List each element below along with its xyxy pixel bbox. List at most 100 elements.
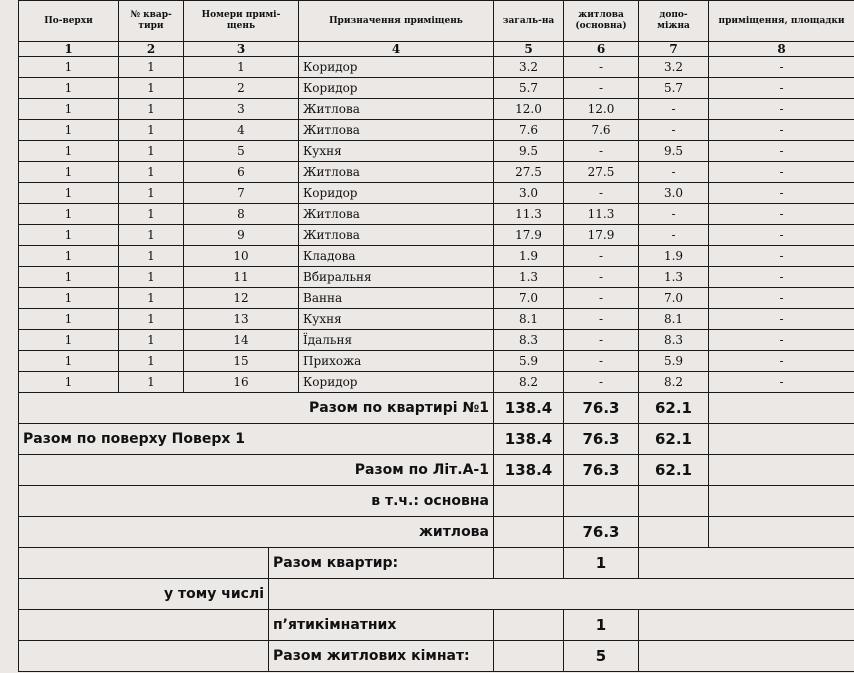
- apartment-cell: 1: [118, 266, 184, 288]
- total-area-cell: 7.0: [493, 287, 564, 309]
- total-area-cell: 17.9: [493, 224, 564, 246]
- column-header: № квар-тири: [118, 0, 184, 42]
- apartment-cell: 1: [118, 140, 184, 162]
- table-row: 1 1 8 Житлова 11.3 11.3- -: [18, 203, 854, 225]
- living-area-cell: -: [563, 56, 639, 78]
- room-number-cell: 8: [183, 203, 299, 225]
- total-area-cell: 8.3: [493, 329, 564, 351]
- floor-cell: 1: [18, 329, 119, 351]
- blank-cell: [493, 640, 564, 672]
- other-area-cell: -: [708, 161, 854, 183]
- room-purpose-cell: Коридор: [298, 371, 494, 393]
- room-number-cell: 3: [183, 98, 299, 120]
- floor-cell: 1: [18, 371, 119, 393]
- apartment-cell: 1: [118, 203, 184, 225]
- table-row: 1 1 11 Вбиральня 1.3-1.3-: [18, 266, 854, 288]
- summary-label: п’ятикімнатних: [268, 609, 494, 641]
- auxiliary-area-cell: 8.3: [638, 329, 709, 351]
- auxiliary-area-cell: -: [638, 161, 709, 183]
- other-area-cell: -: [708, 77, 854, 99]
- column-header: Призначення приміщень: [298, 0, 494, 42]
- table-row: 1 1 14 Їдальня 8.3-8.3-: [18, 329, 854, 351]
- room-number-cell: 11: [183, 266, 299, 288]
- column-header: Номери примі-щень: [183, 0, 299, 42]
- auxiliary-area-cell: 5.9: [638, 350, 709, 372]
- floor-cell: 1: [18, 350, 119, 372]
- table-row: 1 1 12 Ванна 7.0-7.0-: [18, 287, 854, 309]
- other-area-cell: -: [708, 203, 854, 225]
- room-number-cell: 7: [183, 182, 299, 204]
- total-area-cell: 3.0: [493, 182, 564, 204]
- auxiliary-area-value: 62.1: [638, 423, 709, 455]
- summary-label: Разом житлових кімнат:: [268, 640, 494, 672]
- living-area-cell: 17.9: [563, 224, 639, 246]
- room-number-cell: 6: [183, 161, 299, 183]
- living-area-value: 76.3: [563, 392, 639, 424]
- total-area-cell: 11.3: [493, 203, 564, 225]
- total-area-cell: 3.2: [493, 56, 564, 78]
- column-header: По-верхи: [18, 0, 119, 42]
- apartment-cell: 1: [118, 119, 184, 141]
- table-row: 1 1 5 Кухня 9.5-9.5-: [18, 140, 854, 162]
- room-purpose-cell: Коридор: [298, 182, 494, 204]
- living-area-cell: -: [563, 350, 639, 372]
- other-area-cell: -: [708, 329, 854, 351]
- floor-cell: 1: [18, 182, 119, 204]
- including-row: у тому числі: [18, 578, 854, 610]
- total-area-value: 138.4: [493, 392, 564, 424]
- floor-cell: 1: [18, 98, 119, 120]
- blank-cell: [708, 485, 854, 517]
- summary-label: Разом квартир:: [268, 547, 494, 579]
- table-row: 1 1 3 Житлова 12.0 12.0- -: [18, 98, 854, 120]
- living-area-cell: 11.3: [563, 203, 639, 225]
- blank-cell: [708, 454, 854, 486]
- room-purpose-cell: Кухня: [298, 140, 494, 162]
- other-area-cell: -: [708, 245, 854, 267]
- living-area-cell: -: [563, 266, 639, 288]
- table-row: 1 1 1 Коридор 3.2-3.2-: [18, 56, 854, 78]
- auxiliary-area-cell: -: [638, 98, 709, 120]
- total-area-cell: 12.0: [493, 98, 564, 120]
- other-area-cell: -: [708, 371, 854, 393]
- other-area-cell: -: [708, 308, 854, 330]
- table-row: 1 1 6 Житлова 27.5 27.5- -: [18, 161, 854, 183]
- total-area-cell: 1.3: [493, 266, 564, 288]
- total-area-value: [493, 516, 564, 548]
- room-number-cell: 9: [183, 224, 299, 246]
- table-row: 1 1 13 Кухня 8.1-8.1-: [18, 308, 854, 330]
- total-area-cell: 5.7: [493, 77, 564, 99]
- other-area-cell: -: [708, 224, 854, 246]
- including-label: у тому числі: [18, 578, 269, 610]
- room-number-cell: 10: [183, 245, 299, 267]
- total-area-cell: 7.6: [493, 119, 564, 141]
- totals-row: Разом по поверху Поверх 1 138.4 76.3 62.1: [18, 423, 854, 455]
- room-number-cell: 2: [183, 77, 299, 99]
- room-purpose-cell: Вбиральня: [298, 266, 494, 288]
- auxiliary-area-value: [638, 485, 709, 517]
- other-area-cell: -: [708, 56, 854, 78]
- apartment-cell: 1: [118, 56, 184, 78]
- living-rooms-total-row: Разом житлових кімнат: 5: [18, 640, 854, 672]
- floor-cell: 1: [18, 140, 119, 162]
- room-purpose-cell: Ванна: [298, 287, 494, 309]
- room-purpose-cell: Прихожа: [298, 350, 494, 372]
- table-row: 1 1 16 Коридор 8.2-8.2-: [18, 371, 854, 393]
- apartment-cell: 1: [118, 98, 184, 120]
- total-area-cell: 5.9: [493, 350, 564, 372]
- totals-row: житлова 76.3: [18, 516, 854, 548]
- floor-cell: 1: [18, 245, 119, 267]
- room-number-cell: 4: [183, 119, 299, 141]
- table-row: 1 1 7 Коридор 3.0-3.0-: [18, 182, 854, 204]
- room-number-cell: 16: [183, 371, 299, 393]
- floor-cell: 1: [18, 119, 119, 141]
- room-purpose-cell: Коридор: [298, 56, 494, 78]
- header-row: По-верхи № квар-тири Номери примі-щень Приз…: [18, 0, 854, 42]
- blank-cell: [708, 423, 854, 455]
- totals-label: житлова: [18, 516, 494, 548]
- apartment-cell: 1: [118, 224, 184, 246]
- totals-label: Разом по квартирі №1: [18, 392, 494, 424]
- auxiliary-area-cell: -: [638, 203, 709, 225]
- room-number-cell: 1: [183, 56, 299, 78]
- auxiliary-area-cell: 8.1: [638, 308, 709, 330]
- table-row: 1 1 4 Житлова 7.6 7.6- -: [18, 119, 854, 141]
